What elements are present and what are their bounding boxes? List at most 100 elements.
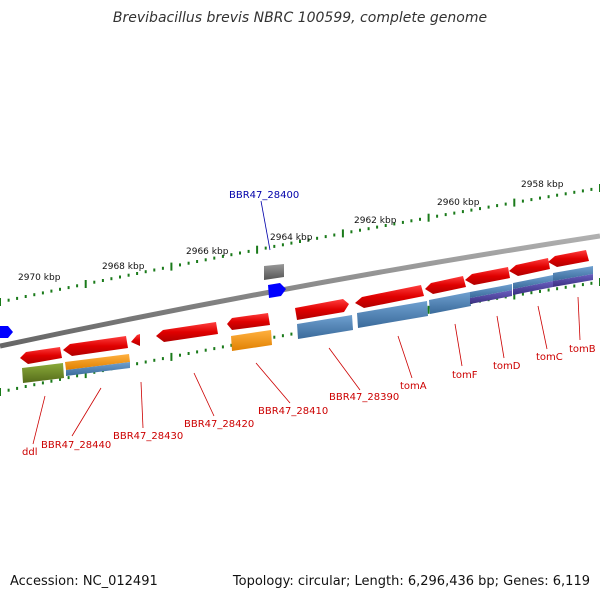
ruler-major-tick xyxy=(427,213,430,222)
ruler-minor-tick xyxy=(119,275,121,279)
ruler-minor-tick xyxy=(221,345,224,349)
ruler-major-tick xyxy=(84,280,87,288)
ruler-label: 2966 kbp xyxy=(186,247,229,257)
ruler-minor-tick xyxy=(41,291,44,295)
label-leaders xyxy=(32,296,581,445)
gene-tomA-arrow[interactable] xyxy=(355,285,424,308)
ruler-label: 2960 kbp xyxy=(437,198,480,208)
genome-backbone xyxy=(0,233,600,349)
ruler-minor-tick xyxy=(556,287,559,291)
gene-BBR47_28410-arrow[interactable] xyxy=(227,313,270,330)
ruler-minor-tick xyxy=(539,289,541,293)
gene-label-BBR47_28390[interactable]: BBR47_28390 xyxy=(329,392,399,403)
ruler-minor-tick xyxy=(547,288,550,292)
cds-BBR47_28410-box[interactable] xyxy=(231,330,272,351)
gene-BBR47_28400-box[interactable] xyxy=(264,264,284,280)
cds-tomC-box[interactable] xyxy=(513,275,553,289)
misc-feature-arrow[interactable] xyxy=(0,326,13,338)
cds-tomF-box[interactable] xyxy=(429,292,471,314)
ruler-minor-tick xyxy=(393,222,396,226)
ruler-minor-tick xyxy=(196,260,199,263)
ruler-major-tick xyxy=(170,352,173,361)
ruler-minor-tick xyxy=(299,240,301,243)
ruler-major-tick xyxy=(513,198,516,207)
cds-BBR47_28440-box[interactable] xyxy=(66,362,130,376)
ruler-label: 2970 kbp xyxy=(18,273,61,283)
ruler-minor-tick xyxy=(401,220,404,224)
cds-tomF-purple[interactable] xyxy=(470,290,512,304)
gene-label-ddl[interactable]: ddl xyxy=(22,447,37,458)
ruler-minor-tick xyxy=(479,207,481,211)
gene-labels: ddl BBR47_28440 BBR47_28430 BBR47_28420 … xyxy=(22,344,596,458)
gene-tomD-arrow[interactable] xyxy=(465,267,510,285)
ruler-minor-tick xyxy=(470,208,473,212)
ruler-minor-tick xyxy=(161,266,164,270)
gene-label-tomA[interactable]: tomA xyxy=(400,381,427,392)
cds-tomB-box[interactable] xyxy=(553,266,593,281)
ruler-label: 2962 kbp xyxy=(354,216,397,226)
ruler-minor-tick xyxy=(67,376,70,380)
cds-BBR47_28440-box[interactable] xyxy=(65,354,130,370)
ruler-minor-tick xyxy=(221,254,224,258)
ruler-minor-tick xyxy=(461,210,464,214)
ruler-minor-tick xyxy=(539,196,541,200)
ruler-minor-tick xyxy=(93,280,96,284)
cds-tomB-purple[interactable] xyxy=(553,274,593,287)
ruler-minor-tick xyxy=(376,225,379,229)
ruler-minor-tick xyxy=(590,187,593,191)
ruler-minor-tick xyxy=(187,352,190,355)
ruler-minor-tick xyxy=(521,199,524,203)
cds-tomD-box[interactable] xyxy=(470,284,512,298)
gene-BBR47_28430-arrow[interactable] xyxy=(131,334,140,346)
features xyxy=(0,250,593,383)
ruler-minor-tick xyxy=(76,374,79,378)
ruler-minor-tick xyxy=(33,293,36,297)
ruler-minor-tick xyxy=(573,284,576,288)
cds-tomA-box[interactable] xyxy=(357,301,428,328)
gene-label-tomD[interactable]: tomD xyxy=(493,361,521,372)
gene-BBR47_28440-arrow[interactable] xyxy=(63,336,128,356)
gene-label-BBR47_28400[interactable]: BBR47_28400 xyxy=(229,190,299,201)
ruler-major-tick xyxy=(513,291,516,300)
ruler-minor-tick xyxy=(179,263,181,267)
cds-tomD-purple[interactable] xyxy=(513,281,553,295)
ruler-minor-tick xyxy=(316,236,319,240)
ruler-minor-tick xyxy=(144,270,147,274)
ruler-minor-tick xyxy=(581,283,584,287)
ruler xyxy=(0,184,600,306)
label-leader-highlight xyxy=(260,200,271,251)
gene-tomC-arrow[interactable] xyxy=(509,258,550,276)
gene-tomB-arrow[interactable] xyxy=(548,250,589,267)
gene-label-tomB[interactable]: tomB xyxy=(569,344,596,355)
ruler-minor-tick xyxy=(213,256,216,260)
gene-BBR47_28390-arrow[interactable] xyxy=(295,299,349,320)
cds-BBR47_28390-box[interactable] xyxy=(297,315,353,339)
ruler-minor-tick xyxy=(564,192,567,196)
misc-feature-arrow[interactable] xyxy=(268,283,286,298)
ruler-major-tick xyxy=(427,305,430,314)
cds-ddl-box[interactable] xyxy=(22,363,64,383)
ruler-minor-tick xyxy=(573,190,576,194)
ruler-minor-tick xyxy=(496,204,499,208)
topology-summary: Topology: circular; Length: 6,296,436 bp… xyxy=(232,574,590,589)
ruler-minor-tick xyxy=(581,189,584,193)
ruler-minor-tick xyxy=(153,358,156,362)
ruler-minor-tick xyxy=(247,249,250,253)
gene-tomF-arrow[interactable] xyxy=(425,276,466,294)
gene-label-BBR47_28420[interactable]: BBR47_28420 xyxy=(184,419,254,430)
gene-label-BBR47_28430[interactable]: BBR47_28430 xyxy=(113,431,183,442)
ruler-minor-tick xyxy=(161,357,164,361)
ruler-minor-tick xyxy=(530,291,533,295)
gene-ddl-arrow[interactable] xyxy=(20,347,62,364)
gene-BBR47_28420-arrow[interactable] xyxy=(156,322,218,342)
gene-label-BBR47_28410[interactable]: BBR47_28410 xyxy=(258,406,328,417)
ruler-major-tick xyxy=(84,370,87,379)
ruler-minor-tick xyxy=(7,298,10,302)
gene-label-tomF[interactable]: tomF xyxy=(452,370,478,381)
gene-label-tomC[interactable]: tomC xyxy=(536,352,563,363)
gene-label-BBR47_28440[interactable]: BBR47_28440 xyxy=(41,440,111,451)
ruler-major-tick xyxy=(170,262,173,271)
ruler-minor-tick xyxy=(196,350,199,354)
ruler-minor-tick xyxy=(110,277,113,281)
